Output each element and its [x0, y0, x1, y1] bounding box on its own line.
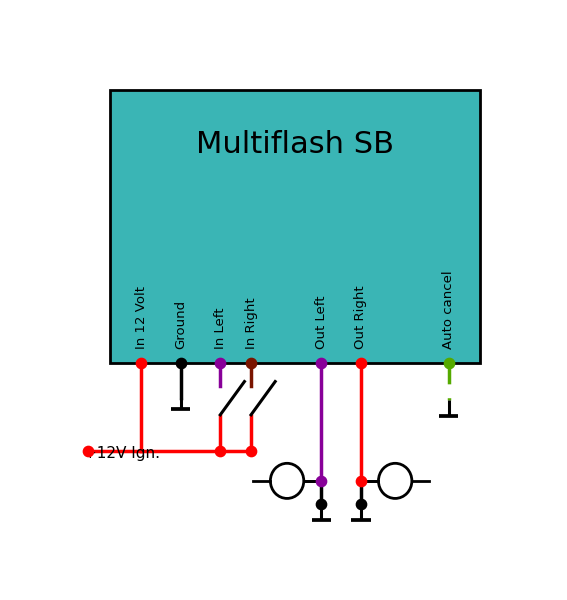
Text: Auto cancel: Auto cancel — [442, 271, 455, 349]
Text: In 12 Volt: In 12 Volt — [135, 286, 147, 349]
Text: Multiflash SB: Multiflash SB — [196, 130, 394, 160]
Text: In Left: In Left — [214, 308, 227, 349]
Text: Out Right: Out Right — [354, 286, 367, 349]
Point — [445, 358, 454, 368]
Point — [317, 476, 326, 485]
Point — [84, 446, 93, 455]
Point — [317, 358, 326, 368]
Text: In Right: In Right — [244, 298, 257, 349]
Point — [247, 358, 256, 368]
Point — [176, 358, 185, 368]
FancyBboxPatch shape — [111, 91, 480, 363]
Point — [357, 476, 366, 485]
Point — [215, 446, 225, 455]
Point — [137, 358, 146, 368]
Text: Ground: Ground — [174, 300, 187, 349]
Point — [357, 499, 366, 509]
Point — [317, 499, 326, 509]
Point — [215, 358, 225, 368]
Text: +12V Ign.: +12V Ign. — [84, 446, 160, 461]
Text: Out Left: Out Left — [315, 296, 328, 349]
Point — [357, 358, 366, 368]
Point — [247, 446, 256, 455]
